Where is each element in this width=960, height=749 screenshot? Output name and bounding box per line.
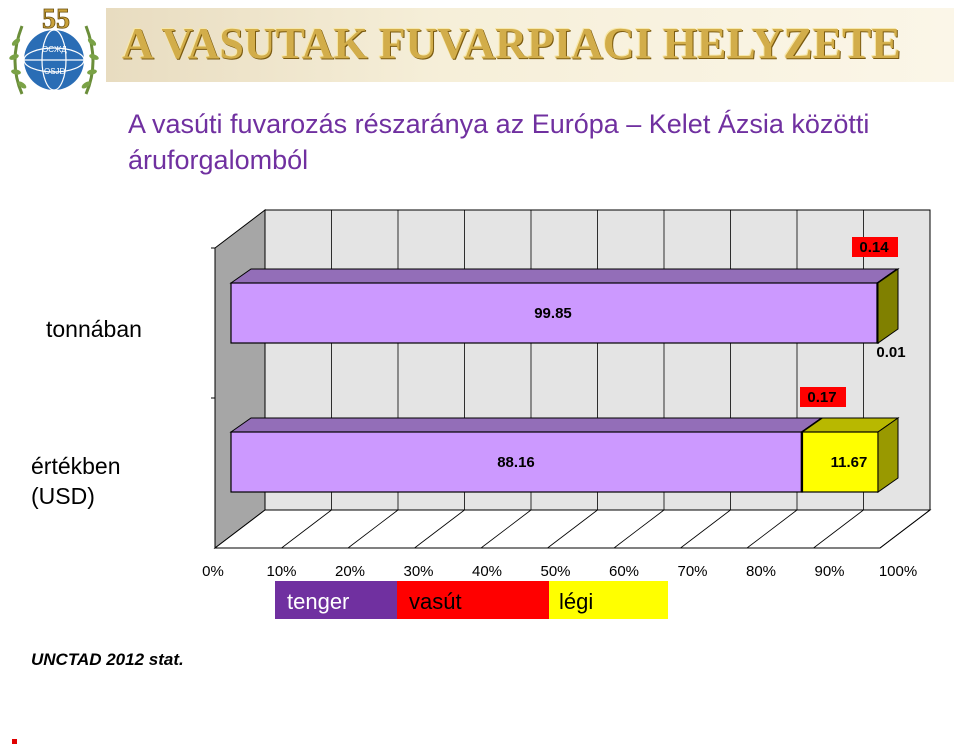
data-label-vasut-0-bg xyxy=(852,237,898,257)
x-tick-label-1: 10% xyxy=(266,563,296,580)
data-label-vasut-1: 0.17 xyxy=(807,389,836,406)
legend-swatch-tenger xyxy=(275,581,397,619)
x-tick-label-3: 30% xyxy=(403,563,433,580)
legend-label-tenger: tenger xyxy=(287,589,349,614)
x-tick-label-2: 20% xyxy=(335,563,365,580)
data-label-legi-1: 11.67 xyxy=(831,454,868,471)
legend-swatch-legi xyxy=(549,581,668,619)
x-tick-label-10: 100% xyxy=(879,563,917,580)
subtitle: A vasúti fuvarozás részaránya az Európa … xyxy=(128,109,870,175)
x-tick-label-6: 60% xyxy=(609,563,639,580)
x-tick-label-4: 40% xyxy=(472,563,502,580)
legend-label-vasut: vasút xyxy=(409,589,462,614)
bar-end-1 xyxy=(877,417,899,493)
side-wall xyxy=(214,208,266,550)
floor-gridline-10 xyxy=(281,509,332,549)
bar-tenger-1 xyxy=(230,431,802,493)
title-band xyxy=(106,8,954,82)
bullet-marker xyxy=(12,739,17,744)
floor-gridline-80 xyxy=(746,509,798,549)
x-tick-label-9: 90% xyxy=(814,563,844,580)
bar-top-tenger-1 xyxy=(229,417,823,433)
category-label-tonnaban: tonnában xyxy=(46,316,142,342)
bar-end-0 xyxy=(877,268,899,344)
floor-gridline-30 xyxy=(414,509,465,549)
floor-gridline-90 xyxy=(813,509,864,549)
floor-gridline-70 xyxy=(680,509,731,549)
legend-label-legi: légi xyxy=(559,589,593,614)
category-label-ertekben: értékben (USD) xyxy=(31,453,121,509)
x-tick-label-8: 80% xyxy=(746,563,776,580)
logo-text-2: OSJD xyxy=(44,67,66,76)
bar-tenger-0 xyxy=(230,282,878,344)
floor-gridline-100 xyxy=(879,509,931,549)
source-note: UNCTAD 2012 stat. xyxy=(31,650,184,669)
legend-swatch-vasut xyxy=(397,581,549,619)
data-label-tenger-0: 99.85 xyxy=(534,305,572,322)
x-tick-label-0: 0% xyxy=(202,563,224,580)
data-label-vasut-0: 0.14 xyxy=(859,239,889,256)
floor-gridline-60 xyxy=(613,509,665,549)
data-label-legi-0: 0.01 xyxy=(876,344,905,361)
main-title: A VASUTAK FUVARPIACI HELYZETE xyxy=(122,19,901,68)
floor-gridline-40 xyxy=(480,509,532,549)
osjd-logo: 55 ОСЖД OSJD xyxy=(9,4,99,95)
floor-gridline-50 xyxy=(547,509,598,549)
floor-gridline-20 xyxy=(347,509,399,549)
x-tick-label-7: 70% xyxy=(677,563,707,580)
logo-number: 55 xyxy=(42,4,70,35)
logo-text-1: ОСЖД xyxy=(42,45,67,54)
data-label-tenger-1: 88.16 xyxy=(497,454,535,471)
data-label-vasut-1-bg xyxy=(800,387,846,407)
x-tick-label-5: 50% xyxy=(540,563,570,580)
bar-legi-1 xyxy=(801,431,879,493)
bar-top-tenger-0 xyxy=(229,268,899,284)
